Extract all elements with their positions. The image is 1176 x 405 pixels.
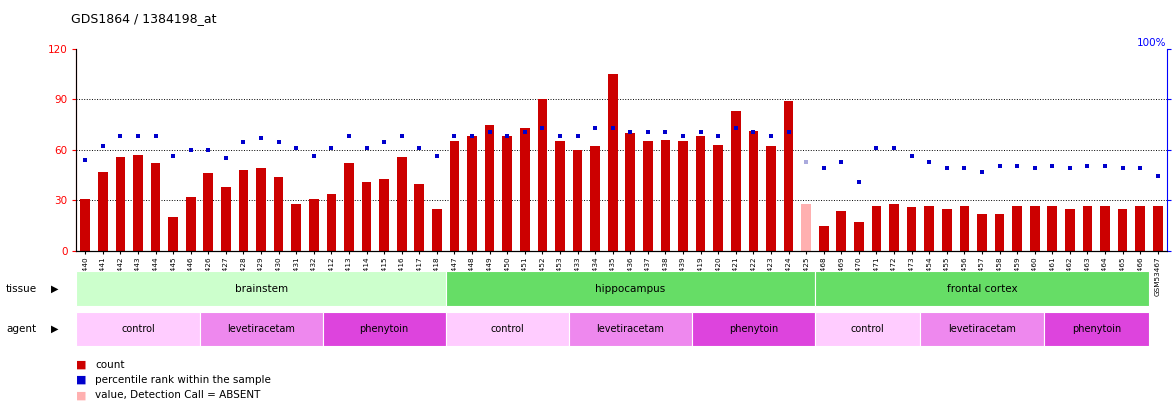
Bar [818,226,829,251]
Bar [1048,206,1057,251]
Text: phenytoin: phenytoin [360,324,409,334]
Text: value, Detection Call = ABSENT: value, Detection Call = ABSENT [95,390,261,400]
Bar [590,147,600,251]
Bar [1083,206,1093,251]
Text: phenytoin: phenytoin [729,324,779,334]
Bar [520,128,529,251]
Bar [815,271,1149,306]
Bar [1065,209,1075,251]
Bar [1030,206,1040,251]
Bar [573,150,582,251]
Bar [815,312,921,346]
Bar [221,187,230,251]
Bar [661,140,670,251]
Bar [322,312,446,346]
Bar [555,141,564,251]
Bar [467,136,477,251]
Bar [446,271,815,306]
Bar [1013,206,1022,251]
Bar [446,312,569,346]
Bar [691,312,815,346]
Bar [256,168,266,251]
Bar [995,214,1004,251]
Text: levetiracetam: levetiracetam [596,324,664,334]
Bar [836,211,847,251]
Bar [608,74,617,251]
Bar [537,99,547,251]
Bar [907,207,916,251]
Bar [924,206,934,251]
Bar [1043,312,1149,346]
Bar [80,199,91,251]
Text: control: control [121,324,155,334]
Text: ■: ■ [76,360,87,369]
Bar [239,170,248,251]
Text: ▶: ▶ [52,284,59,294]
Bar [380,179,389,251]
Text: ■: ■ [76,375,87,385]
Bar [696,136,706,251]
Bar [292,204,301,251]
Bar [714,145,723,251]
Bar [1118,209,1128,251]
Bar [186,197,195,251]
Bar [203,173,213,251]
Bar [274,177,283,251]
Bar [309,199,319,251]
Bar [1152,206,1163,251]
Bar [889,204,898,251]
Bar [76,271,446,306]
Bar [396,157,407,251]
Bar [414,183,425,251]
Text: levetiracetam: levetiracetam [227,324,295,334]
Text: tissue: tissue [6,284,36,294]
Bar [960,206,969,251]
Text: hippocampus: hippocampus [595,284,666,294]
Text: brainstem: brainstem [234,284,288,294]
Bar [76,312,200,346]
Bar [921,312,1043,346]
Bar [1135,206,1145,251]
Text: agent: agent [6,324,36,334]
Bar [98,172,108,251]
Bar [327,194,336,251]
Bar [115,157,125,251]
Text: ▶: ▶ [52,324,59,334]
Text: count: count [95,360,125,369]
Text: 100%: 100% [1137,38,1167,48]
Bar [749,131,759,251]
Bar [783,101,794,251]
Bar [449,141,460,251]
Bar [766,147,776,251]
Bar [151,163,160,251]
Bar [168,217,178,251]
Text: GDS1864 / 1384198_at: GDS1864 / 1384198_at [71,12,216,25]
Bar [801,204,811,251]
Bar [731,111,741,251]
Bar [485,125,494,251]
Bar [200,312,322,346]
Bar [362,182,372,251]
Bar [626,133,635,251]
Bar [1101,206,1110,251]
Bar [977,214,987,251]
Text: percentile rank within the sample: percentile rank within the sample [95,375,272,385]
Bar [679,141,688,251]
Bar [133,155,142,251]
Bar [643,141,653,251]
Text: levetiracetam: levetiracetam [948,324,1016,334]
Text: phenytoin: phenytoin [1071,324,1121,334]
Text: ■: ■ [76,390,87,400]
Bar [871,206,881,251]
Text: control: control [850,324,884,334]
Text: control: control [490,324,524,334]
Bar [432,209,442,251]
Bar [942,209,951,251]
Bar [502,136,512,251]
Bar [854,222,863,251]
Bar [345,163,354,251]
Text: frontal cortex: frontal cortex [947,284,1017,294]
Bar [569,312,691,346]
